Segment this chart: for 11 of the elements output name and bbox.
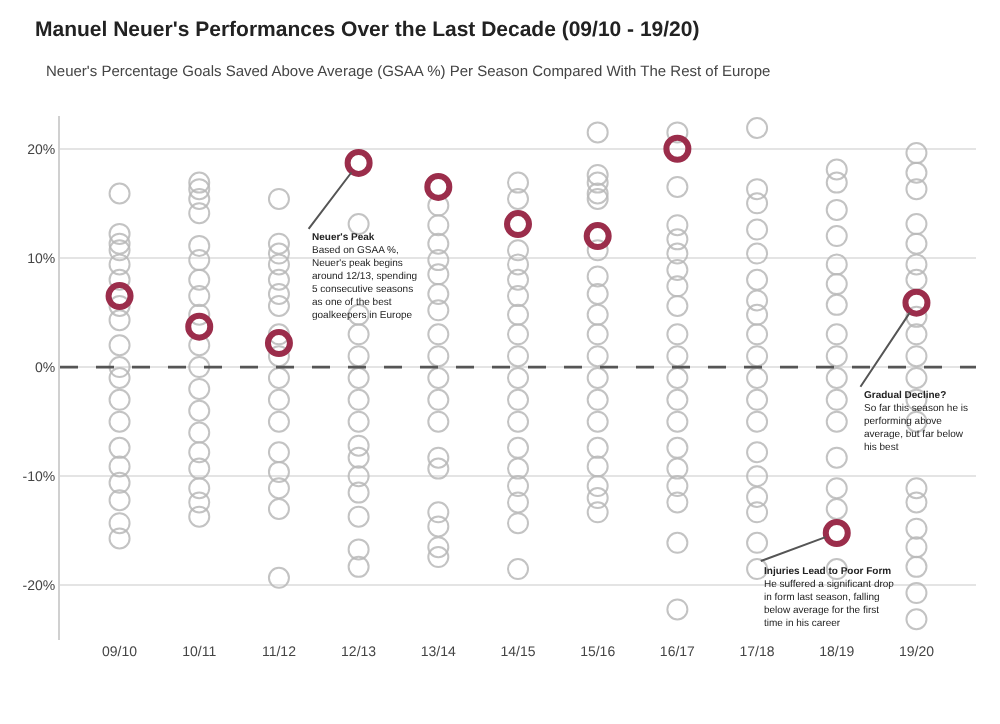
point <box>424 172 453 201</box>
point <box>344 148 373 177</box>
point <box>185 312 214 341</box>
point <box>902 288 931 317</box>
point <box>264 329 293 358</box>
point <box>504 210 532 239</box>
point <box>822 519 851 548</box>
point <box>663 134 692 163</box>
point <box>583 222 612 251</box>
chart-title: Manuel Neuer's Performances Over the Last Decade (09/10 - 19/20) <box>35 18 700 43</box>
point <box>105 282 134 311</box>
